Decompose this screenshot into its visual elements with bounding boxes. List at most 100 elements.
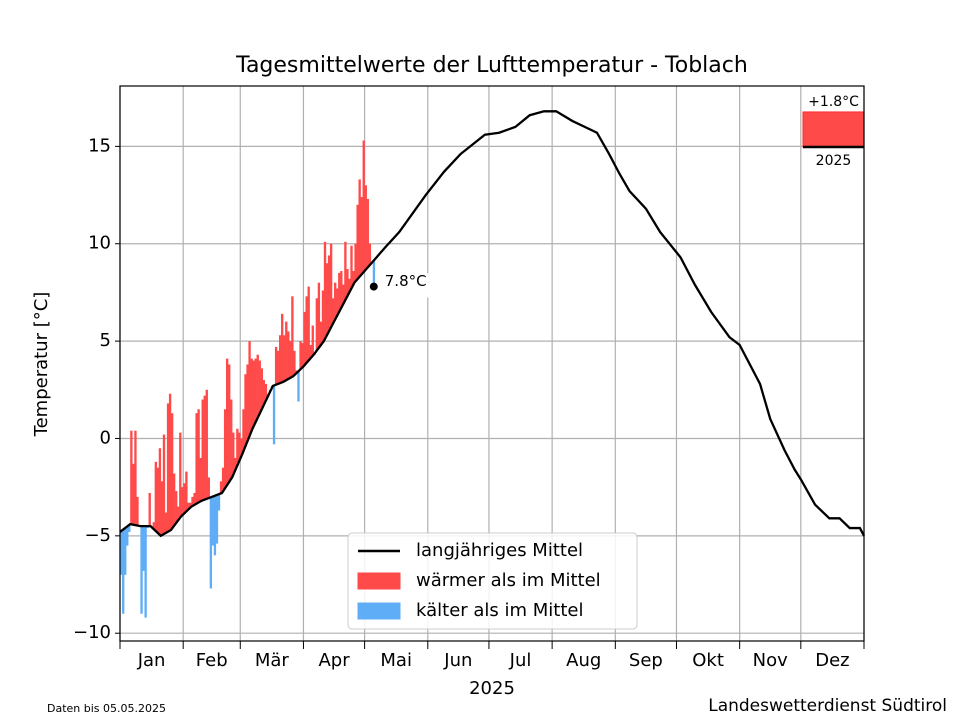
warm-bar xyxy=(291,296,294,377)
warm-bar xyxy=(177,506,180,521)
warm-bar xyxy=(258,360,261,414)
warm-bar xyxy=(183,483,186,514)
data: 7.8°C +1.8°C 2025 xyxy=(119,94,866,618)
y-tick-label: 5 xyxy=(100,330,111,351)
x-tick-label: Apr xyxy=(318,650,350,671)
warm-bar xyxy=(340,271,343,308)
warm-bar xyxy=(356,204,359,280)
warm-bar xyxy=(262,380,266,406)
x-tick-label: Jun xyxy=(443,650,472,671)
warm-bar xyxy=(321,290,325,343)
warm-bar xyxy=(172,473,176,526)
warm-bar xyxy=(329,243,333,328)
warm-bar xyxy=(350,245,353,289)
cold-bar xyxy=(213,495,217,556)
warm-bar xyxy=(244,374,247,447)
warm-bar xyxy=(309,345,312,359)
cold-bar xyxy=(140,526,143,614)
warm-bar xyxy=(175,491,178,524)
warm-bar xyxy=(260,368,263,410)
cold-bar xyxy=(215,494,219,544)
warm-bar xyxy=(334,282,337,320)
x-tick-label: Dez xyxy=(815,650,849,671)
annotation-bg xyxy=(381,273,434,298)
warm-bar xyxy=(168,393,172,531)
warm-bar xyxy=(221,467,225,492)
warm-bar xyxy=(132,463,135,525)
warm-bar xyxy=(278,335,282,384)
legend-swatch xyxy=(357,572,401,590)
warm-bar xyxy=(195,413,198,504)
warm-bar xyxy=(301,343,304,368)
warm-bar xyxy=(264,383,268,401)
legend-swatch xyxy=(357,602,401,620)
warm-bar xyxy=(327,255,331,332)
warm-bar xyxy=(358,179,361,277)
warm-bar xyxy=(348,278,351,293)
warm-bar xyxy=(315,298,319,351)
warm-bar xyxy=(162,434,166,535)
warm-bar xyxy=(236,428,239,466)
chart-title: Tagesmittelwerte der Lufttemperatur - To… xyxy=(235,53,748,78)
warm-bar xyxy=(317,282,321,348)
warm-bar xyxy=(307,286,310,361)
cold-bar xyxy=(126,526,129,546)
warm-bar xyxy=(342,284,345,305)
warm-bar xyxy=(303,311,306,366)
cold-bar xyxy=(142,526,145,571)
warm-bar xyxy=(148,493,151,527)
axes: −10 −5 0 5 10 15 Jan Feb Mär Apr Mai Jun Jul Aug Sep Ok… xyxy=(73,85,865,671)
y-tick-label: −5 xyxy=(84,525,111,546)
warm-bar xyxy=(187,502,190,510)
x-tick-label: Jul xyxy=(509,650,532,671)
cold-bar xyxy=(211,496,215,546)
x-tick-label: Feb xyxy=(196,650,228,671)
warm-bar xyxy=(360,197,363,275)
mean-line xyxy=(119,110,866,538)
warm-bar xyxy=(164,512,168,533)
cold-bar xyxy=(372,260,376,287)
warm-bar xyxy=(252,360,255,427)
annual-anomaly-label: +1.8°C xyxy=(808,94,859,110)
warm-bar xyxy=(338,272,341,312)
warm-bar xyxy=(240,438,243,457)
annual-anomaly-bar xyxy=(802,111,865,148)
warm-bar xyxy=(331,298,335,324)
cold-bar xyxy=(120,531,123,575)
warm-bar xyxy=(228,364,231,483)
warm-bar xyxy=(185,471,188,512)
warm-bar xyxy=(230,399,233,479)
warm-bar xyxy=(346,269,349,297)
warm-bar xyxy=(189,502,192,508)
warm-bar xyxy=(193,493,196,505)
warm-bar xyxy=(285,321,288,381)
warm-bar xyxy=(281,313,284,383)
cold-bar xyxy=(217,494,221,511)
legend: langjähriges Mittel wärmer als im Mittel k… xyxy=(347,532,638,630)
warm-bar xyxy=(366,198,369,268)
warm-bar xyxy=(170,413,174,529)
y-tick-label: −10 xyxy=(73,622,111,643)
warm-bar xyxy=(354,243,357,282)
cold-bar xyxy=(297,371,300,402)
warm-bar xyxy=(319,321,323,346)
warm-bar xyxy=(136,496,139,526)
warm-bar xyxy=(311,325,314,356)
warm-bar xyxy=(134,430,137,526)
footnote: Daten bis 05.05.2025 xyxy=(47,702,166,715)
cold-bar xyxy=(272,385,276,445)
warm-bar xyxy=(219,481,223,494)
warm-bar xyxy=(197,409,200,503)
x-tick-label: Aug xyxy=(566,650,601,671)
x-tick-label: Jan xyxy=(137,650,166,671)
warm-bar xyxy=(364,185,367,270)
y-tick-label: 0 xyxy=(100,427,111,448)
x-tick-label: Mai xyxy=(380,650,412,671)
y-axis-label: Temperatur [°C] xyxy=(31,292,52,438)
x-axis-label: 2025 xyxy=(469,678,515,699)
source: Landeswetterdienst Südtirol xyxy=(708,696,947,716)
warm-bar xyxy=(225,358,229,486)
legend-label: langjähriges Mittel xyxy=(416,540,583,561)
warm-bar xyxy=(274,346,278,385)
